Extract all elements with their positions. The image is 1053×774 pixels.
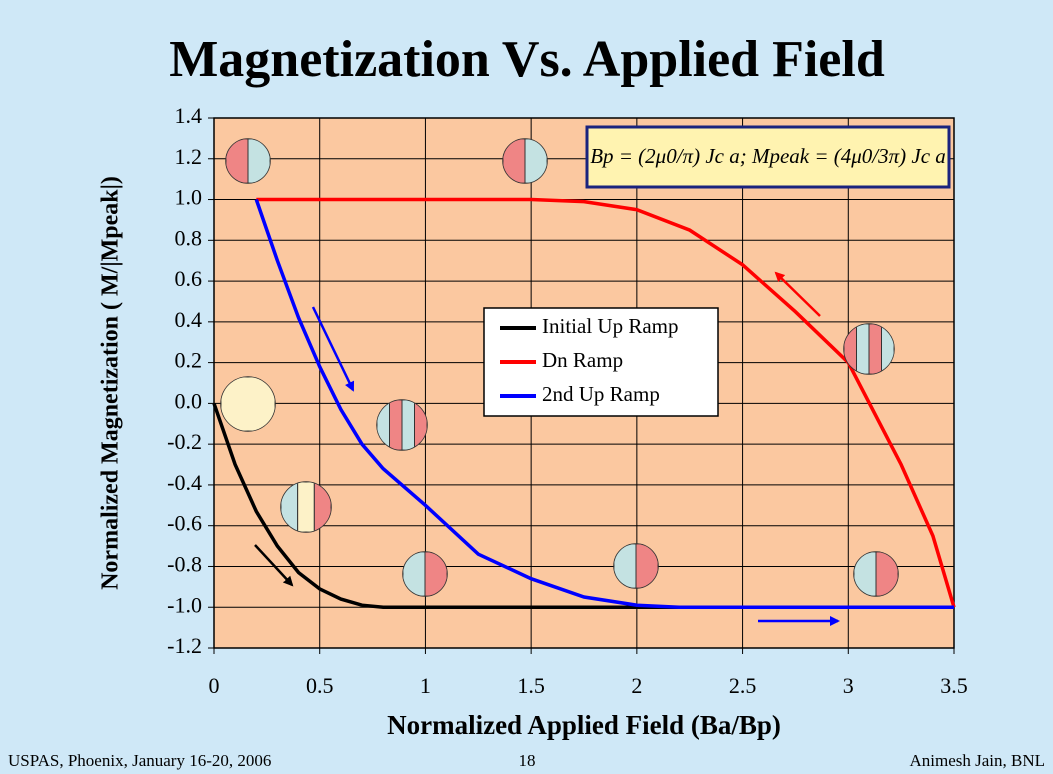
formula: Bp = (2μ0/π) Jc a; Mpeak = (4μ0/3π) Jc a bbox=[590, 144, 946, 168]
footer-right: Animesh Jain, BNL bbox=[909, 751, 1045, 770]
x-tick-label: 0 bbox=[209, 673, 220, 698]
y-tick-label: -1.0 bbox=[167, 592, 202, 617]
x-tick-label: 1.5 bbox=[517, 673, 545, 698]
legend-label: Dn Ramp bbox=[542, 348, 623, 372]
y-tick-label: -0.2 bbox=[167, 429, 202, 454]
y-tick-label: 0.6 bbox=[175, 266, 203, 291]
icon-stripe bbox=[221, 377, 275, 431]
legend-label: 2nd Up Ramp bbox=[542, 382, 660, 406]
icon-stripe bbox=[402, 400, 415, 450]
icon-stripe bbox=[857, 324, 870, 374]
y-tick-label: -0.4 bbox=[167, 470, 202, 495]
y-tick-label: -0.8 bbox=[167, 552, 202, 577]
x-axis-label: Normalized Applied Field (Ba/Bp) bbox=[387, 710, 781, 740]
y-tick-label: -1.2 bbox=[167, 633, 202, 658]
y-axis-label: Normalized Magnetization ( M/|Mpeak|) bbox=[98, 176, 124, 590]
legend-label: Initial Up Ramp bbox=[542, 314, 678, 338]
y-tick-label: 1.0 bbox=[175, 185, 203, 210]
icon-stripe bbox=[390, 400, 403, 450]
x-tick-label: 3 bbox=[843, 673, 854, 698]
y-tick-label: 1.4 bbox=[175, 103, 203, 128]
x-tick-label: 0.5 bbox=[306, 673, 334, 698]
y-tick-label: 0.4 bbox=[175, 307, 203, 332]
chart-title: Magnetization Vs. Applied Field bbox=[169, 31, 885, 88]
y-tick-label: 0.0 bbox=[175, 388, 203, 413]
footer-center: 18 bbox=[519, 751, 536, 770]
chart: Magnetization Vs. Applied Field Normaliz… bbox=[0, 0, 1053, 774]
x-tick-label: 2 bbox=[631, 673, 642, 698]
footer-left: USPAS, Phoenix, January 16-20, 2006 bbox=[8, 751, 271, 770]
y-tick-label: 0.2 bbox=[175, 348, 203, 373]
page: Magnetization Vs. Applied Field Normaliz… bbox=[0, 0, 1053, 774]
y-tick-label: 1.2 bbox=[175, 144, 203, 169]
icon-stripe bbox=[869, 324, 882, 374]
x-tick-label: 1 bbox=[420, 673, 431, 698]
x-tick-label: 3.5 bbox=[940, 673, 968, 698]
y-tick-label: 0.8 bbox=[175, 225, 203, 250]
y-tick-label: -0.6 bbox=[167, 511, 202, 536]
x-tick-label: 2.5 bbox=[729, 673, 757, 698]
icon-stripe bbox=[298, 482, 315, 532]
